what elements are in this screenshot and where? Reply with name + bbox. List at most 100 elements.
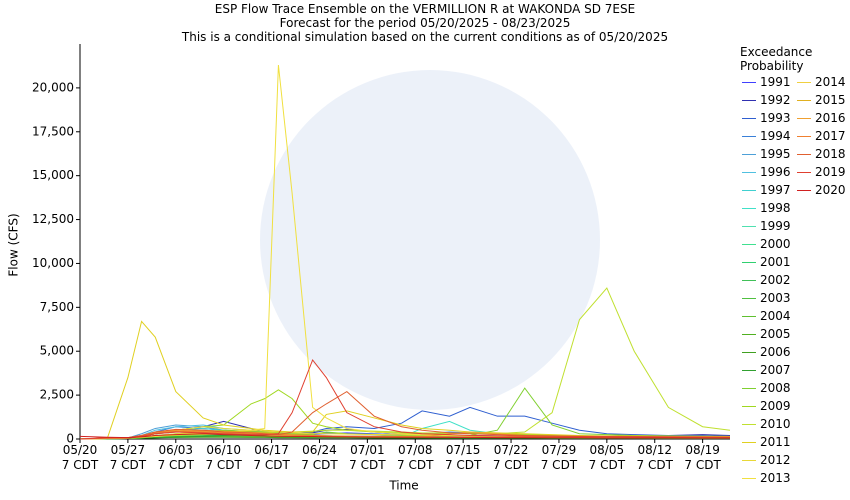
x-tick-label: 07/15 7 CDT: [444, 443, 482, 472]
legend-entry: 2013: [742, 469, 791, 487]
legend-entry: 2000: [742, 235, 791, 253]
legend-label: 2015: [815, 93, 846, 107]
x-tick-label: 05/20 7 CDT: [61, 443, 99, 472]
legend-swatch: [742, 226, 756, 227]
chart-title: ESP Flow Trace Ensemble on the VERMILLIO…: [214, 2, 636, 16]
legend-swatch: [742, 370, 756, 371]
legend-label: 1991: [760, 75, 791, 89]
legend-entry: 2017: [797, 127, 846, 145]
y-tick-label: 7,500: [40, 300, 74, 314]
legend-entry: 2011: [742, 433, 791, 451]
legend-label: 1993: [760, 111, 791, 125]
x-axis-label: Time: [388, 479, 418, 493]
legend-label: 2002: [760, 273, 791, 287]
legend-entry: 2007: [742, 361, 791, 379]
legend-label: 2004: [760, 309, 791, 323]
legend-swatch: [742, 262, 756, 263]
x-tick-label: 07/08 7 CDT: [397, 443, 434, 472]
legend-entry: 1998: [742, 199, 791, 217]
y-tick-label: 0: [66, 432, 74, 446]
legend-swatch: [742, 478, 756, 479]
legend-swatch: [742, 442, 756, 443]
x-tick-label: 08/05 7 CDT: [588, 443, 626, 472]
legend-swatch: [742, 352, 756, 353]
legend-label: 1998: [760, 201, 791, 215]
legend-swatch: [742, 154, 756, 155]
legend-entry: 2003: [742, 289, 791, 307]
y-tick-label: 20,000: [32, 80, 74, 94]
legend-title: Exceedance Probability: [740, 45, 813, 73]
legend-entry: 1999: [742, 217, 791, 235]
legend-label: 2018: [815, 147, 846, 161]
x-tick-label: 06/17 7 CDT: [253, 443, 290, 472]
legend-entry: 2004: [742, 307, 791, 325]
legend-label: 2016: [815, 111, 846, 125]
x-tick-label: 07/01 7 CDT: [349, 443, 386, 472]
legend-entry: 2005: [742, 325, 791, 343]
series-line: [79, 358, 730, 440]
legend-entry: 2002: [742, 271, 791, 289]
legend-entry: 2018: [797, 145, 846, 163]
legend-entry: 1991: [742, 73, 791, 91]
y-axis-label: Flow (CFS): [7, 213, 21, 276]
legend-entry: 2012: [742, 451, 791, 469]
y-tick-label: 12,500: [32, 212, 74, 226]
legend-label: 1992: [760, 93, 791, 107]
legend-swatch: [742, 406, 756, 407]
series-line: [79, 433, 730, 439]
legend-swatch: [742, 208, 756, 209]
y-tick-label: 2,500: [40, 388, 74, 402]
x-tick-label: 05/27 7 CDT: [109, 443, 147, 472]
legend-label: 2020: [815, 183, 846, 197]
legend-entry: 2015: [797, 91, 846, 109]
watermark: [260, 70, 600, 410]
y-tick-label: 15,000: [32, 168, 74, 182]
legend-label: 2010: [760, 417, 791, 431]
y-tick-label: 5,000: [40, 344, 74, 358]
legend-swatch: [742, 334, 756, 335]
x-tick-label: 06/24 7 CDT: [301, 443, 338, 472]
legend-swatch: [797, 100, 811, 101]
legend-swatch: [742, 316, 756, 317]
legend-entry: 2008: [742, 379, 791, 397]
series-line: [79, 320, 731, 440]
legend-swatch: [742, 244, 756, 245]
legend-label: 2011: [760, 435, 791, 449]
legend-entry: 1994: [742, 127, 791, 145]
legend-swatch: [797, 154, 811, 155]
legend-entry: 2016: [797, 109, 846, 127]
legend-label: 2001: [760, 255, 791, 269]
legend-label: 1996: [760, 165, 791, 179]
legend-swatch: [742, 460, 756, 461]
x-tick-label: 07/22 7 CDT: [492, 443, 530, 472]
legend-swatch: [742, 136, 756, 137]
x-tick-label: 08/19 7 CDT: [684, 443, 721, 472]
legend-swatch: [797, 118, 811, 119]
y-tick-label: 17,500: [32, 124, 74, 138]
legend-entry: 1995: [742, 145, 791, 163]
legend-label: 2007: [760, 363, 791, 377]
legend-swatch: [742, 172, 756, 173]
legend-entry: 1996: [742, 163, 791, 181]
legend-label: 1999: [760, 219, 791, 233]
legend-swatch: [797, 172, 811, 173]
legend-label: 2014: [815, 75, 846, 89]
legend-label: 2008: [760, 381, 791, 395]
legend-label: 2003: [760, 291, 791, 305]
legend-swatch: [742, 280, 756, 281]
legend-label: 2009: [760, 399, 791, 413]
legend-entry: 1997: [742, 181, 791, 199]
legend-swatch: [742, 424, 756, 425]
x-tick-label: 06/10 7 CDT: [205, 443, 242, 472]
series-line: [79, 287, 731, 440]
legend-swatch: [797, 190, 811, 191]
legend-swatch: [742, 190, 756, 191]
legend-entry: 2020: [797, 181, 846, 199]
legend-swatch: [742, 298, 756, 299]
legend-label: 1997: [760, 183, 791, 197]
legend-entry: 2019: [797, 163, 846, 181]
x-tick-label: 06/03 7 CDT: [157, 443, 194, 472]
legend-entry: 2001: [742, 253, 791, 271]
